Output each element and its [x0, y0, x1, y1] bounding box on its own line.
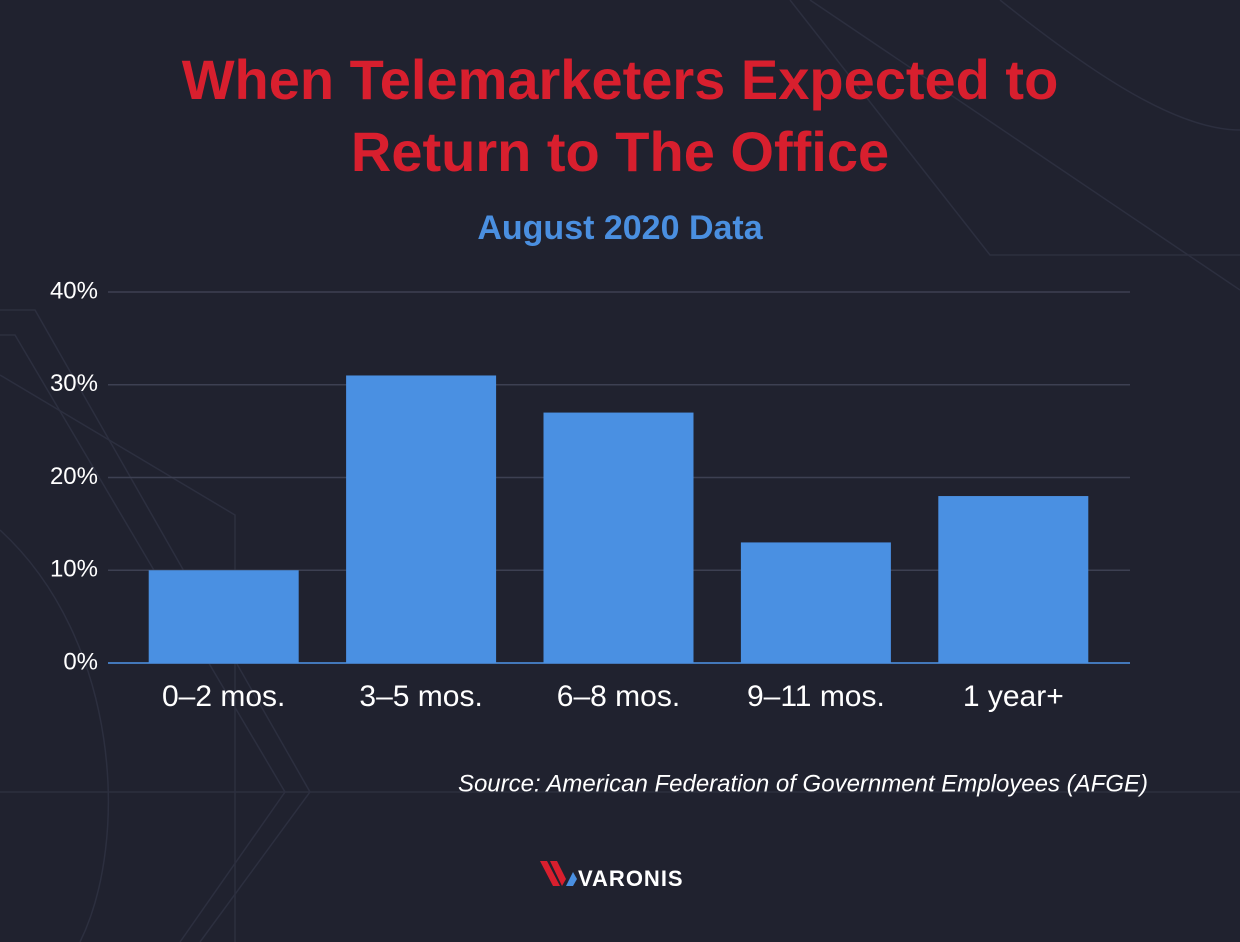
x-tick-label: 6–8 mos.: [557, 680, 680, 713]
logo-mark: [540, 861, 577, 886]
source: Source: American Federation of Governmen…: [458, 770, 1148, 797]
y-tick-label: 10%: [50, 556, 98, 583]
bar: [346, 375, 497, 663]
y-tick-label: 40%: [50, 277, 98, 304]
y-tick-label: 0%: [63, 648, 98, 675]
chart-subtitle: August 2020 Data: [477, 209, 763, 247]
y-tick-label: 20%: [50, 463, 98, 490]
bar: [148, 570, 299, 663]
logo-text: VARONIS: [578, 866, 684, 891]
chart-title: When Telemarketers Expected to Return to…: [181, 48, 1059, 183]
x-tick-label: 3–5 mos.: [359, 680, 482, 713]
x-tick-label: 9–11 mos.: [747, 680, 885, 713]
bar: [543, 412, 694, 663]
bar: [938, 496, 1089, 663]
x-tick-label: 0–2 mos.: [162, 680, 285, 713]
x-tick-label: 1 year+: [963, 680, 1064, 713]
y-tick-label: 30%: [50, 370, 98, 397]
bar: [740, 542, 891, 663]
